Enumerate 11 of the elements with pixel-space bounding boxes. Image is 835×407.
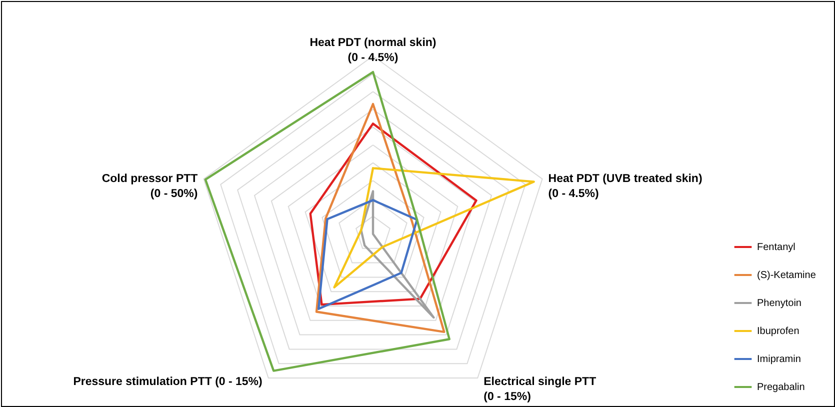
- spoke-label: Cold pressor PTT (0 - 50%): [102, 172, 198, 200]
- spoke-label: Electrical single PTT (0 - 15%): [484, 376, 596, 404]
- spoke-label: Heat PDT (UVB treated skin) (0 - 4.5%): [548, 172, 702, 200]
- legend-label: Imipramin: [757, 354, 801, 365]
- spoke-label: Pressure stimulation PTT (0 - 15%): [73, 376, 263, 388]
- spoke-label: Heat PDT (normal skin) (0 - 4.5%): [310, 37, 436, 64]
- legend-label: (S)-Ketamine: [757, 270, 816, 281]
- legend-label: Ibuprofen: [757, 326, 800, 337]
- legend-label: Fentanyl: [757, 242, 796, 253]
- legend-label: Phenytoin: [757, 298, 802, 309]
- legend-label: Pregabalin: [757, 382, 805, 393]
